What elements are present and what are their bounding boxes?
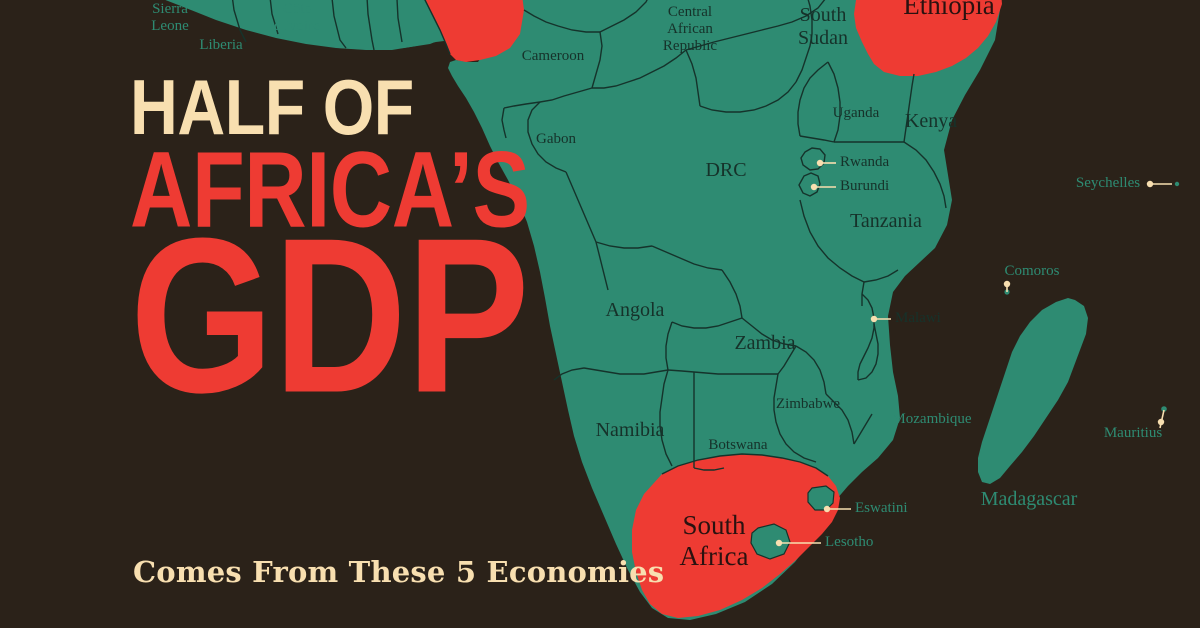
country-label-comoros: Comoros <box>1004 263 1059 279</box>
label-line: South <box>800 4 847 26</box>
country-label-kenya: Kenya <box>905 110 957 132</box>
label-line: Lesotho <box>825 534 873 550</box>
country-label-drc: DRC <box>705 159 746 181</box>
label-line: Mozambique <box>892 411 971 427</box>
country-label-malawi: Malawi <box>895 310 941 326</box>
label-line: Botswana <box>708 437 768 453</box>
country-label-zimbabwe: Zimbabwe <box>776 396 840 412</box>
label-line: Republic <box>663 38 717 54</box>
comoros-leader-dot <box>1003 280 1011 288</box>
leader-lines <box>775 159 1172 547</box>
headline-line-3: GDP <box>130 192 530 440</box>
burundi-leader-dot <box>810 183 818 191</box>
label-line: Kenya <box>905 110 957 132</box>
country-nigeria <box>425 0 524 62</box>
country-label-namibia: Namibia <box>596 419 665 441</box>
lesotho-leader-dot <box>775 539 783 547</box>
label-line: Zambia <box>734 332 795 354</box>
country-label-ethiopia: Ethiopia <box>903 0 994 20</box>
label-line: Central <box>668 4 712 20</box>
label-line: South <box>682 510 746 540</box>
label-line: Africa <box>680 541 749 571</box>
island-mauritius <box>1161 406 1167 412</box>
label-line: African <box>667 21 713 37</box>
map-labels: Sierra Leone Côte d'Ivoire Liberia Cameroon Ce… <box>151 0 1162 571</box>
label-line: Ethiopia <box>903 0 994 20</box>
label-line: Seychelles <box>1076 175 1140 191</box>
label-line: Angola <box>606 299 665 321</box>
island-seychelles <box>1174 181 1180 187</box>
label-line: Madagascar <box>981 488 1078 510</box>
seychelles-leader-dot <box>1146 180 1154 188</box>
country-label-eswatini: Eswatini <box>855 500 908 516</box>
country-label-sierra-leone: Sierra Leone <box>151 1 189 34</box>
label-line: Rwanda <box>840 154 889 170</box>
country-label-seychelles: Seychelles <box>1076 175 1140 191</box>
country-label-central-african-republic: Central African Republic <box>663 4 717 54</box>
malawi-leader-dot <box>870 315 878 323</box>
country-eswatini <box>807 485 835 511</box>
label-line: Eswatini <box>855 500 908 516</box>
country-label-mauritius: Mauritius <box>1104 425 1162 441</box>
label-line: Côte <box>283 1 312 17</box>
west-africa-band <box>165 0 462 50</box>
label-line: Tanzania <box>850 210 922 232</box>
label-line: Sudan <box>798 27 848 49</box>
country-label-lesotho: Lesotho <box>825 534 873 550</box>
label-line: Liberia <box>199 37 243 53</box>
country-south-africa <box>632 454 840 618</box>
country-label-uganda: Uganda <box>833 105 880 121</box>
label-line: d'Ivoire <box>274 18 320 34</box>
country-label-mozambique: Mozambique <box>892 411 971 427</box>
title-block: HALF OF AFRICA’S GDP <box>130 65 660 427</box>
country-label-south-africa: South Africa <box>680 510 749 571</box>
label-line: Malawi <box>895 310 941 326</box>
headline-line-2: AFRICA’S <box>130 129 530 250</box>
mauritius-leader-dot <box>1157 418 1165 426</box>
label-line: Zimbabwe <box>776 396 840 412</box>
subtitle: Comes From These 5 Economies <box>133 555 665 589</box>
country-label-botswana: Botswana <box>708 437 768 453</box>
country-ethiopia <box>854 0 1002 76</box>
country-label-cameroon: Cameroon <box>522 48 585 64</box>
label-line: Namibia <box>596 419 665 441</box>
country-label-gabon: Gabon <box>536 131 576 147</box>
headline-line-1: HALF OF <box>130 65 414 152</box>
label-line: Sierra <box>152 1 188 17</box>
label-line: DRC <box>705 159 746 181</box>
label-line: Gabon <box>536 131 576 147</box>
country-label-liberia: Liberia <box>199 37 243 53</box>
country-label-south-sudan: South Sudan <box>798 4 848 49</box>
country-label-tanzania: Tanzania <box>850 210 922 232</box>
label-line: Cameroon <box>522 48 585 64</box>
eswatini-leader-dot <box>823 505 831 513</box>
label-line: Burundi <box>840 178 889 194</box>
country-label-madagascar: Madagascar <box>981 488 1078 510</box>
rwanda-leader-dot <box>816 159 824 167</box>
island-madagascar <box>978 298 1088 484</box>
country-label-rwanda: Rwanda <box>840 154 889 170</box>
country-label-angola: Angola <box>606 299 665 321</box>
label-line: Leone <box>151 18 189 34</box>
label-line: Comoros <box>1004 263 1059 279</box>
country-lesotho <box>750 523 791 560</box>
label-line: Mauritius <box>1104 425 1162 441</box>
label-line: Uganda <box>833 105 880 121</box>
country-label-c-te-d-ivoire: Côte d'Ivoire <box>274 1 320 34</box>
country-label-burundi: Burundi <box>840 178 889 194</box>
country-label-zambia: Zambia <box>734 332 795 354</box>
country-borders <box>231 0 947 477</box>
